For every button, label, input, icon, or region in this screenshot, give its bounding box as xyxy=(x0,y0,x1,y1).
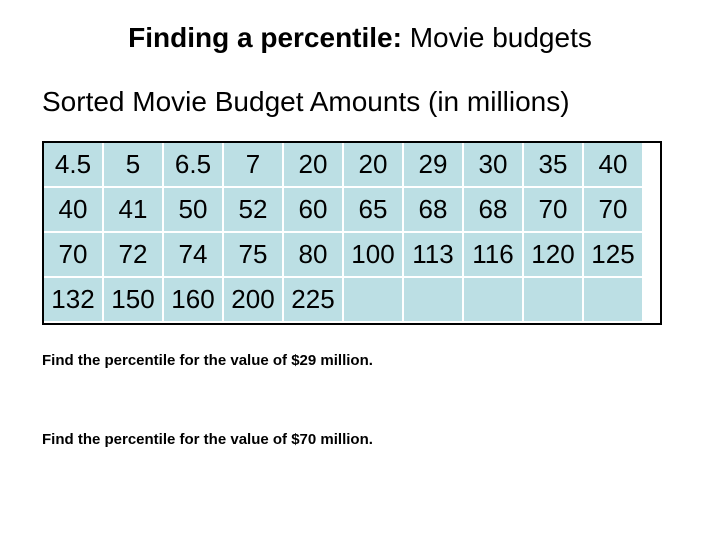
table-cell: 74 xyxy=(162,231,224,278)
slide-title: Finding a percentile: Movie budgets xyxy=(0,20,720,56)
table-row: 70 72 74 75 80 100 113 116 120 125 xyxy=(42,231,644,278)
table-cell: 200 xyxy=(222,276,284,323)
table-cell: 40 xyxy=(582,141,644,188)
table-cell: 100 xyxy=(342,231,404,278)
table-cell: 75 xyxy=(222,231,284,278)
slide-title-normal: Movie budgets xyxy=(401,22,592,53)
question-2: Find the percentile for the value of $70… xyxy=(42,431,373,448)
budget-table: 4.5 5 6.5 7 20 20 29 30 35 40 40 41 50 52 60 65 68 68 70 70… xyxy=(42,141,644,323)
table-cell xyxy=(582,276,644,323)
table-cell: 70 xyxy=(522,186,584,233)
table-cell: 70 xyxy=(42,231,104,278)
table-cell xyxy=(522,276,584,323)
budget-table-container: 4.5 5 6.5 7 20 20 29 30 35 40 40 41 50 52 60 65 68 68 70 70… xyxy=(42,141,662,325)
table-cell: 68 xyxy=(402,186,464,233)
table-cell: 40 xyxy=(42,186,104,233)
table-cell: 35 xyxy=(522,141,584,188)
table-row: 40 41 50 52 60 65 68 68 70 70 xyxy=(42,186,644,233)
table-cell: 125 xyxy=(582,231,644,278)
table-cell: 4.5 xyxy=(42,141,104,188)
table-cell: 50 xyxy=(162,186,224,233)
table-cell xyxy=(462,276,524,323)
table-cell: 150 xyxy=(102,276,164,323)
table-row: 132 150 160 200 225 xyxy=(42,276,644,323)
table-row: 4.5 5 6.5 7 20 20 29 30 35 40 xyxy=(42,141,644,188)
slide-title-bold: Finding a percentile: xyxy=(128,22,402,53)
budget-table-body: 4.5 5 6.5 7 20 20 29 30 35 40 40 41 50 52 60 65 68 68 70 70… xyxy=(42,141,644,323)
table-cell: 20 xyxy=(342,141,404,188)
subtitle: Sorted Movie Budget Amounts (in millions… xyxy=(42,86,570,117)
table-cell: 6.5 xyxy=(162,141,224,188)
table-cell: 120 xyxy=(522,231,584,278)
table-cell: 60 xyxy=(282,186,344,233)
table-cell: 65 xyxy=(342,186,404,233)
table-cell: 72 xyxy=(102,231,164,278)
table-cell: 30 xyxy=(462,141,524,188)
table-cell xyxy=(402,276,464,323)
table-cell: 52 xyxy=(222,186,284,233)
table-cell: 68 xyxy=(462,186,524,233)
table-cell xyxy=(342,276,404,323)
table-cell: 160 xyxy=(162,276,224,323)
table-cell: 29 xyxy=(402,141,464,188)
table-cell: 41 xyxy=(102,186,164,233)
table-cell: 116 xyxy=(462,231,524,278)
table-cell: 132 xyxy=(42,276,104,323)
table-cell: 113 xyxy=(402,231,464,278)
table-cell: 225 xyxy=(282,276,344,323)
table-cell: 70 xyxy=(582,186,644,233)
table-cell: 7 xyxy=(222,141,284,188)
table-cell: 20 xyxy=(282,141,344,188)
table-cell: 5 xyxy=(102,141,164,188)
question-1: Find the percentile for the value of $29… xyxy=(42,352,373,369)
table-cell: 80 xyxy=(282,231,344,278)
